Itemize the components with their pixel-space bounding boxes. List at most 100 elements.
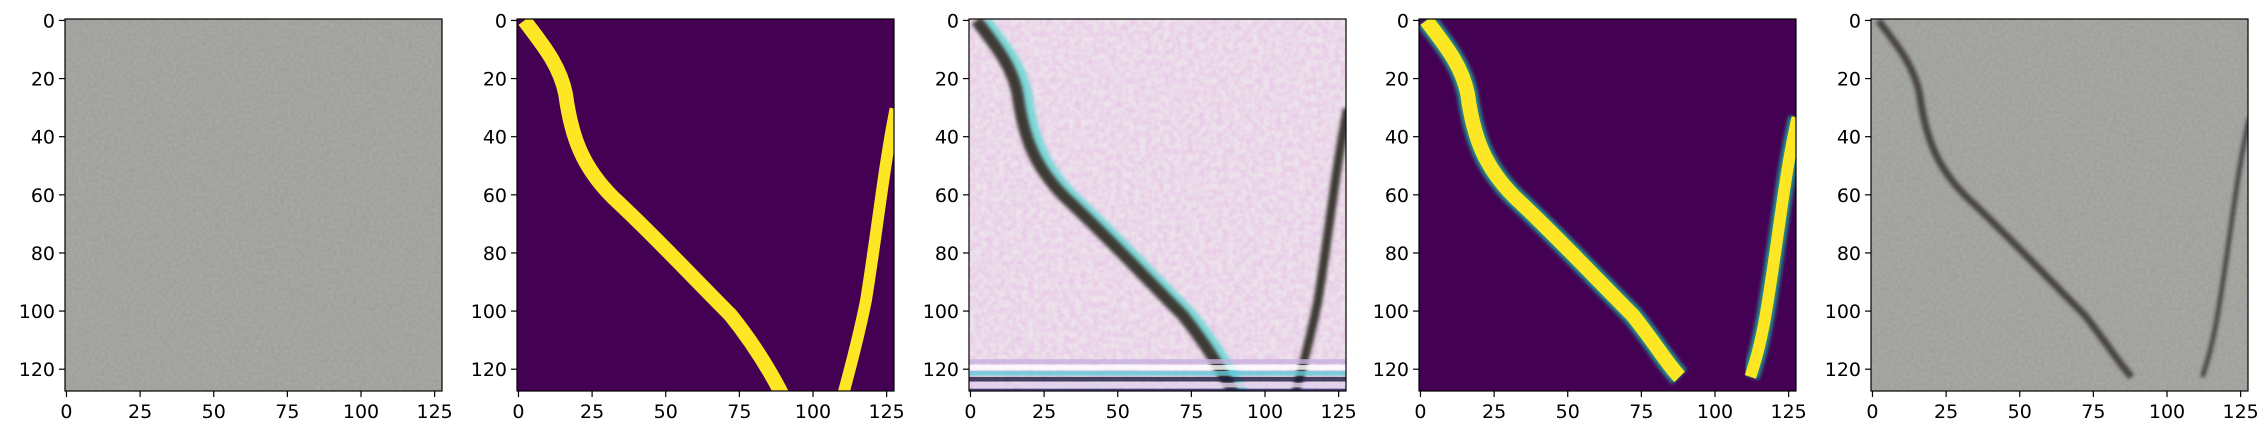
y-tick-label: 100 — [923, 301, 959, 323]
artifact-band — [969, 370, 1346, 376]
image — [1871, 19, 2248, 391]
image-texture — [969, 19, 1346, 391]
y-tick-label: 60 — [1837, 185, 1861, 207]
y-tick-label: 100 — [1825, 301, 1861, 323]
y-tick-label: 120 — [471, 359, 507, 381]
x-tick-label: 125 — [2223, 401, 2259, 423]
y-tick-label: 20 — [483, 69, 507, 91]
y-tick-label: 40 — [31, 127, 55, 149]
x-tick-label: 125 — [417, 401, 453, 423]
y-tick-label: 60 — [1385, 185, 1409, 207]
x-tick-label: 50 — [2008, 401, 2032, 423]
x-tick-label: 25 — [1482, 401, 1506, 423]
y-tick-label: 0 — [43, 10, 55, 32]
y-tick-label: 120 — [19, 359, 55, 381]
x-tick-label: 75 — [275, 401, 299, 423]
crack-mask — [518, 19, 789, 391]
panel: 0 25 50 75 100 125 0 20 40 60 80 100 120 — [471, 10, 905, 423]
crack — [1291, 107, 1346, 391]
x-tick-label: 50 — [1556, 401, 1580, 423]
y-tick-label: 80 — [1385, 243, 1409, 265]
x-tick-label: 125 — [1321, 401, 1357, 423]
x-tick-label: 25 — [1032, 401, 1056, 423]
y-tick-label: 20 — [1837, 69, 1861, 91]
image-content — [969, 19, 1346, 391]
x-tick-label: 75 — [1629, 401, 1653, 423]
y-tick-label: 40 — [935, 127, 959, 149]
y-tick-label: 100 — [1373, 301, 1409, 323]
x-tick-label: 25 — [128, 401, 152, 423]
image-content — [1871, 19, 2248, 391]
y-tick-label: 20 — [935, 69, 959, 91]
crack-halo — [980, 19, 1248, 391]
y-tick-label: 60 — [935, 185, 959, 207]
y-tick-label: 0 — [495, 10, 507, 32]
y-tick-label: 120 — [1825, 359, 1861, 381]
axes-frame — [968, 18, 1347, 392]
y-tick-label: 60 — [483, 185, 507, 207]
image — [1419, 19, 1796, 391]
y-tick-label: 40 — [483, 127, 507, 149]
y-tick-label: 20 — [1385, 69, 1409, 91]
panel: 0 25 50 75 100 125 0 20 40 60 80 100 120 — [1373, 10, 1807, 423]
panel: 0 25 50 75 100 125 0 20 40 60 80 100 120 — [1825, 10, 2259, 423]
artifact-band — [969, 359, 1346, 364]
x-tick-label: 125 — [1771, 401, 1807, 423]
image-bg — [517, 19, 894, 391]
y-tick-label: 80 — [935, 243, 959, 265]
image — [969, 19, 1346, 391]
crack-mask — [838, 107, 894, 391]
y-tick-label: 40 — [1385, 127, 1409, 149]
y-tick-label: 100 — [19, 301, 55, 323]
x-tick-label: 100 — [343, 401, 379, 423]
x-tick-label: 100 — [1697, 401, 1733, 423]
y-tick-label: 0 — [1397, 10, 1409, 32]
axes-frame — [1418, 18, 1797, 392]
x-tick-label: 75 — [1179, 401, 1203, 423]
x-tick-label: 100 — [795, 401, 831, 423]
x-tick-label: 0 — [512, 401, 524, 423]
y-tick-label: 60 — [31, 185, 55, 207]
image-texture — [1871, 19, 2248, 391]
image-content — [65, 19, 442, 391]
artifact-band — [969, 376, 1346, 382]
axes-frame — [64, 18, 443, 392]
y-tick-label: 80 — [31, 243, 55, 265]
crack — [971, 19, 1239, 391]
y-tick-label: 80 — [483, 243, 507, 265]
crack-mask — [1420, 19, 1686, 383]
y-tick-label: 120 — [1373, 359, 1409, 381]
crack — [1875, 19, 2135, 380]
image — [517, 19, 894, 391]
panel: 0 25 50 75 100 125 0 20 40 60 80 100 120 — [923, 10, 1357, 423]
y-tick-label: 40 — [1837, 127, 1861, 149]
x-tick-label: 0 — [964, 401, 976, 423]
x-tick-label: 0 — [1866, 401, 1878, 423]
image-content — [517, 19, 894, 391]
crack-mask — [1744, 116, 1796, 379]
x-tick-label: 0 — [60, 401, 72, 423]
crack — [2200, 117, 2248, 378]
axes-frame — [516, 18, 895, 392]
artifact-band — [969, 382, 1346, 388]
x-tick-label: 50 — [202, 401, 226, 423]
x-tick-label: 25 — [1934, 401, 1958, 423]
x-tick-label: 25 — [580, 401, 604, 423]
x-tick-label: 75 — [2081, 401, 2105, 423]
x-tick-label: 100 — [1247, 401, 1283, 423]
y-tick-label: 20 — [31, 69, 55, 91]
x-tick-label: 75 — [727, 401, 751, 423]
artifact-band — [969, 365, 1346, 370]
y-tick-label: 80 — [1837, 243, 1861, 265]
y-tick-label: 100 — [471, 301, 507, 323]
x-tick-label: 0 — [1414, 401, 1426, 423]
image-content — [1419, 19, 1796, 391]
x-tick-label: 125 — [869, 401, 905, 423]
x-tick-label: 100 — [2149, 401, 2185, 423]
y-tick-label: 0 — [1849, 10, 1861, 32]
y-tick-label: 0 — [947, 10, 959, 32]
x-tick-label: 50 — [654, 401, 678, 423]
artifact-band — [969, 388, 1346, 391]
panel: 0 25 50 75 100 125 0 20 40 60 80 100 120 — [19, 10, 453, 423]
